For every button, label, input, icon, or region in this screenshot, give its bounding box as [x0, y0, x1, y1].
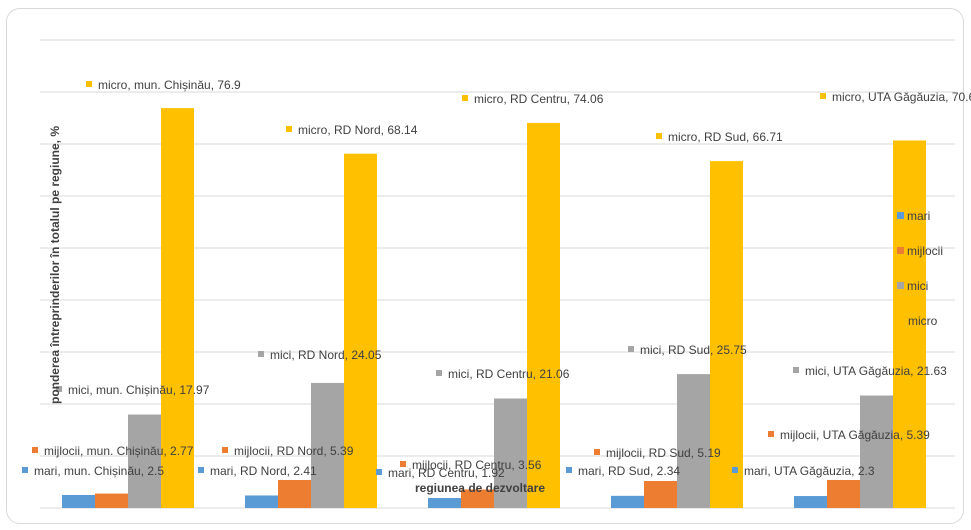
data-label: mici, RD Centru, 21.06: [448, 367, 570, 381]
data-label: mijlocii, RD Centru, 3.56: [412, 458, 542, 472]
data-label: mari, RD Centru, 1.92: [388, 466, 505, 480]
data-label: mici, RD Sud, 25.75: [640, 343, 747, 357]
data-label-marker: [732, 467, 738, 473]
y-axis-title: ponderea întreprinderilor în totalul pe …: [48, 126, 62, 404]
data-label: mici, UTA Găgăuzia, 21.63: [805, 364, 947, 378]
data-label: mici, mun. Chișinău, 17.97: [68, 383, 210, 397]
bar-mari: [611, 495, 644, 508]
data-label-marker: [628, 346, 634, 352]
data-label-marker: [462, 95, 468, 101]
data-label: mijlocii, UTA Găgăuzia, 5.39: [780, 428, 930, 442]
bar-mici: [677, 374, 710, 508]
data-label-marker: [768, 431, 774, 437]
data-label-marker: [32, 447, 38, 453]
legend-item: mari: [907, 209, 930, 223]
legend-item: mijlocii: [907, 244, 943, 258]
bar-micro: [710, 161, 743, 508]
legend-marker: [897, 282, 904, 289]
data-label-marker: [436, 370, 442, 376]
bar-micro: [161, 108, 194, 509]
data-label-marker: [222, 447, 228, 453]
x-axis-title: regiunea de dezvoltare: [415, 481, 545, 495]
data-label-marker: [86, 81, 92, 87]
data-label: micro, UTA Găgăuzia, 70.68: [832, 90, 971, 104]
bar-mici: [311, 382, 344, 508]
legend-marker: [897, 212, 904, 219]
data-label-marker: [656, 133, 662, 139]
data-label: micro, RD Sud, 66.71: [668, 130, 783, 144]
bar-mari: [245, 495, 278, 508]
data-label: mari, RD Sud, 2.34: [578, 464, 680, 478]
data-label-marker: [820, 93, 826, 99]
data-label: micro, mun. Chișinău, 76.9: [98, 78, 241, 92]
bar-mari: [428, 498, 461, 508]
data-label-marker: [594, 449, 600, 455]
bar-mijlocii: [461, 489, 494, 508]
legend-item: mici: [907, 279, 928, 293]
bar-mici: [128, 414, 161, 508]
legend-marker: [897, 247, 904, 254]
data-label-marker: [793, 367, 799, 373]
data-label-marker: [400, 461, 406, 467]
bar-mari: [62, 495, 95, 508]
bar-micro: [893, 140, 926, 509]
bar-micro: [344, 153, 377, 508]
bar-mijlocii: [95, 493, 128, 508]
data-label: micro, RD Nord, 68.14: [298, 123, 418, 137]
data-label: mari, mun. Chișinău, 2.5: [34, 464, 164, 478]
data-label-marker: [56, 386, 62, 392]
data-label: mari, RD Nord, 2.41: [210, 464, 317, 478]
bar-mijlocii: [827, 479, 860, 508]
data-label: mijlocii, mun. Chișinău, 2.77: [44, 444, 194, 458]
legend-item: micro: [908, 314, 938, 328]
bar-mijlocii: [644, 481, 677, 508]
data-label-marker: [198, 467, 204, 473]
bar-mici: [860, 395, 893, 508]
data-label-marker: [376, 469, 382, 475]
data-label-marker: [286, 126, 292, 132]
data-label-marker: [22, 467, 28, 473]
data-label: mici, RD Nord, 24.05: [270, 348, 382, 362]
data-label: micro, RD Centru, 74.06: [474, 92, 604, 106]
bar-micro: [527, 122, 560, 508]
data-label: mijlocii, RD Nord, 5.39: [234, 444, 354, 458]
data-label: mari, UTA Găgăuzia, 2.3: [744, 464, 875, 478]
data-label: mijlocii, RD Sud, 5.19: [606, 446, 721, 460]
data-label-marker: [566, 467, 572, 473]
bar-mijlocii: [278, 479, 311, 508]
bar-mari: [794, 496, 827, 508]
bar-mici: [494, 398, 527, 508]
data-label-marker: [258, 351, 264, 357]
